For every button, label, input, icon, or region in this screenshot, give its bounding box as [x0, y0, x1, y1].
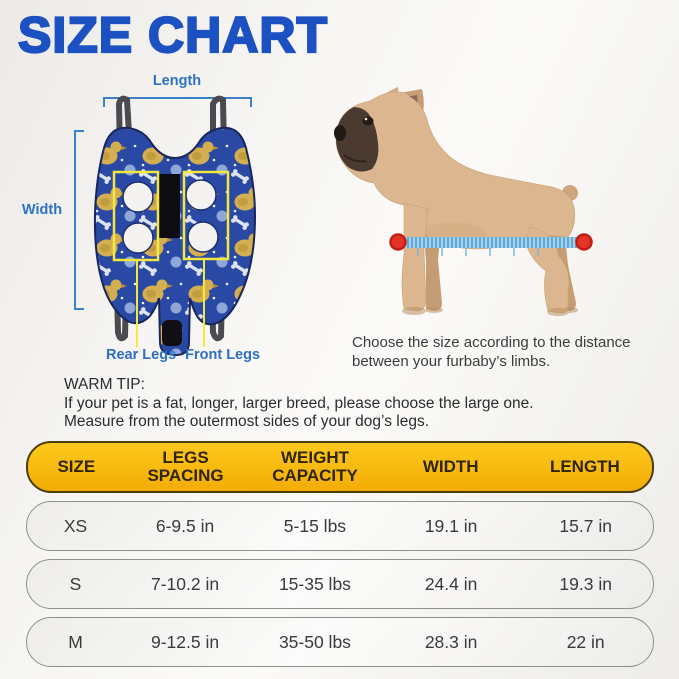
dog-nose: [334, 125, 346, 141]
table-row-xs: XS 6-9.5 in 5-15 lbs 19.1 in 15.7 in: [26, 501, 654, 551]
warm-tip: WARM TIP: If your pet is a fat, longer, …: [64, 376, 654, 432]
table-row-m: M 9-12.5 in 35-50 lbs 28.3 in 22 in: [26, 617, 654, 667]
cell-size: XS: [63, 515, 88, 536]
cell-length: 15.7 in: [559, 515, 612, 536]
cell-length: 19.3 in: [559, 573, 612, 594]
dog-mouth: [343, 154, 367, 163]
page-title: SIZE CHART: [17, 7, 328, 63]
cell-legs-spacing: 7-10.2 in: [150, 573, 220, 594]
cell-length: 22 in: [566, 631, 605, 652]
col-header-legs-spacing: LEGS SPACING: [147, 447, 224, 485]
size-table: SIZE LEGS SPACING WEIGHT CAPACITY WIDTH …: [26, 441, 654, 667]
width-arrow: [74, 130, 84, 310]
cell-weight-capacity: 35-50 lbs: [278, 631, 351, 652]
cell-width: 24.4 in: [424, 573, 478, 594]
size-note: Choose the size according to the distanc…: [352, 334, 631, 370]
velcro-strip: [158, 174, 180, 238]
cell-size: S: [69, 573, 82, 594]
width-label: Width: [21, 202, 63, 218]
tail-velcro: [162, 320, 182, 346]
strap-loops: [114, 95, 227, 342]
rear-legs-label: Rear Legs: [106, 347, 177, 363]
length-arrow: [103, 97, 252, 107]
dog-near-legs: [401, 202, 570, 314]
col-header-length: LENGTH: [549, 456, 620, 476]
tape-end-right: [575, 233, 593, 251]
warm-tip-heading: WARM TIP:: [64, 376, 145, 393]
col-header-width: WIDTH: [422, 456, 479, 476]
dog-eye: [362, 116, 374, 126]
dog-paws: [402, 307, 578, 316]
col-header-size: SIZE: [57, 456, 96, 476]
leg-highlight-rects: [112, 170, 230, 347]
length-label: Length: [152, 73, 202, 89]
cell-width: 19.1 in: [424, 515, 478, 536]
legs-labels: Rear Legs Front Legs: [106, 347, 260, 363]
tape-end-left: [389, 233, 407, 251]
cell-weight-capacity: 15-35 lbs: [278, 573, 351, 594]
warm-tip-line2: Measure from the outermost sides of your…: [64, 413, 429, 431]
cell-width: 28.3 in: [424, 631, 478, 652]
cell-weight-capacity: 5-15 lbs: [283, 515, 347, 536]
dog-eye-glint: [364, 117, 368, 121]
cell-size: M: [68, 631, 83, 652]
front-legs-label: Front Legs: [185, 347, 261, 363]
col-header-weight-capacity: WEIGHT CAPACITY: [272, 447, 358, 485]
table-row-s: S 7-10.2 in 15-35 lbs 24.4 in 19.3 in: [26, 559, 654, 609]
cell-legs-spacing: 6-9.5 in: [155, 515, 215, 536]
measure-tape-icon: [389, 233, 593, 256]
cell-legs-spacing: 9-12.5 in: [150, 631, 220, 652]
dog-photo: [334, 87, 593, 316]
warm-tip-line1: If your pet is a fat, longer, larger bre…: [64, 394, 534, 412]
dog-body: [335, 91, 576, 250]
sling-illustration: [93, 95, 257, 357]
leg-holes: [122, 179, 219, 254]
table-header-row: SIZE LEGS SPACING WEIGHT CAPACITY WIDTH …: [26, 441, 654, 493]
